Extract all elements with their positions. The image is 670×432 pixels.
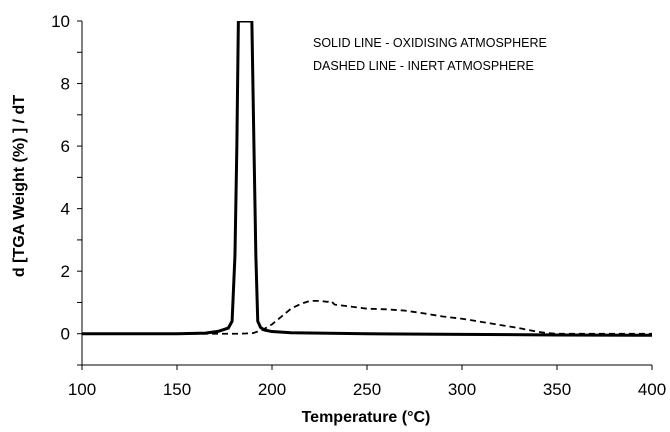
annotation-solid-line: SOLID LINE - OXIDISING ATMOSPHERE (313, 36, 547, 50)
series-line-solid (82, 21, 652, 337)
y-tick-label: 10 (51, 12, 70, 31)
y-tick-label: 8 (61, 75, 70, 94)
x-tick-label: 250 (353, 380, 381, 399)
y-tick-label: 0 (61, 325, 70, 344)
ticks-layer: 100 150 200 250 300 350 400 0 2 4 6 8 10 (51, 12, 666, 399)
x-axis-title: Temperature (°C) (302, 409, 431, 426)
y-tick-label: 6 (61, 137, 70, 156)
x-tick-label: 400 (638, 380, 666, 399)
y-tick-label: 2 (61, 262, 70, 281)
y-tick-label: 4 (61, 200, 70, 219)
x-tick-label: 350 (543, 380, 571, 399)
x-tick-label: 300 (448, 380, 476, 399)
y-axis-title: d [TGA Weight (%) ] / dT (11, 95, 28, 277)
x-tick-label: 200 (258, 380, 286, 399)
x-tick-label: 150 (163, 380, 191, 399)
x-tick-label: 100 (68, 380, 96, 399)
series-line-dashed (82, 299, 652, 335)
annotation-dashed-line: DASHED LINE - INERT ATMOSPHERE (313, 59, 534, 73)
series-layer (82, 21, 652, 337)
